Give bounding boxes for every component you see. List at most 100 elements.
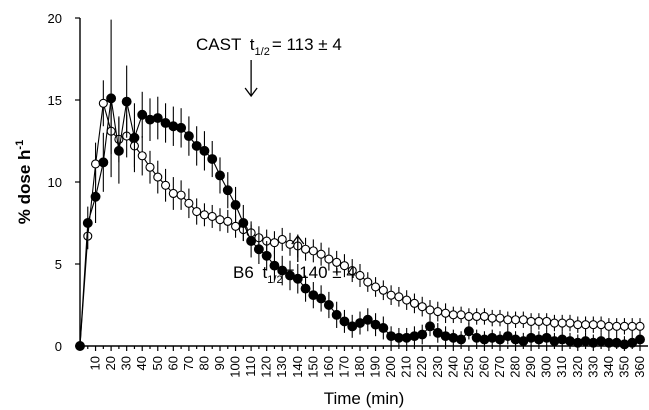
data-point [152,113,163,123]
series-filled [75,19,645,351]
data-point [604,321,614,331]
cast-annotation: CAST t1/2 = 113 ± 4 [196,35,342,58]
x-tick-label: 240 [445,356,460,378]
data-point [511,315,521,325]
data-point [215,170,225,181]
x-tick-label: 190 [368,356,383,378]
x-tick-label: 80 [196,356,211,370]
x-tick-label: 220 [414,356,429,378]
y-ticks: 0 5 10 15 20 [48,11,80,354]
data-point [285,239,295,249]
x-tick-label: 160 [321,356,336,378]
data-point [635,321,645,331]
data-point [215,215,225,225]
data-point [332,257,342,267]
x-tick-label: 230 [430,356,445,378]
data-point [394,292,404,302]
data-point [534,316,544,326]
y-axis-label: % dose h-1 [14,140,34,224]
data-point [183,131,194,142]
x-tick-label: 330 [585,356,600,378]
data-point [145,162,155,172]
data-point [409,298,419,308]
data-point [75,341,85,351]
y-tick-label: 5 [55,257,62,272]
data-point [192,206,202,217]
data-point [121,96,132,107]
data-point [300,283,311,294]
x-tick-label: 100 [228,356,243,378]
data-point [417,329,428,340]
x-tick-label: 320 [570,356,585,378]
data-point [355,270,365,281]
data-point [113,145,124,156]
y-tick-label: 10 [48,175,62,190]
data-point [324,254,334,264]
data-point [277,234,287,244]
data-point [495,313,505,323]
data-point [316,249,326,259]
x-tick-label: 250 [461,356,476,378]
data-point [612,321,622,331]
series-line-open [79,103,640,347]
x-tick-label: 40 [134,356,149,370]
data-point [308,246,318,256]
x-axis-label: Time (min) [324,389,405,408]
data-point [106,93,117,104]
x-tick-label: 50 [150,356,165,370]
data-point [339,316,350,327]
arrow-head [244,87,258,98]
data-point [635,334,645,345]
data-point [487,313,497,323]
x-tick-label: 180 [352,356,367,378]
data-point [479,311,489,322]
data-point [417,302,427,312]
data-point [526,316,536,326]
data-point [129,132,140,143]
data-point [191,140,202,151]
data-point [627,321,637,331]
data-point [292,273,303,284]
b6-arrow [291,234,305,262]
data-point [549,318,559,328]
x-tick-label: 260 [476,356,491,378]
data-point [316,293,327,304]
data-point [199,210,209,220]
data-point [98,98,108,108]
data-point [619,321,629,331]
x-tick-label: 70 [181,356,196,370]
data-point [222,185,233,196]
x-tick-label: 130 [274,356,289,378]
y-tick-label: 15 [48,93,62,108]
arrow-head [291,234,305,245]
x-tick-label: 20 [103,356,118,370]
data-point [269,238,279,248]
data-point [238,218,249,228]
data-point [301,244,311,254]
data-point [448,310,458,320]
data-point [207,211,217,221]
series-open [75,80,645,351]
data-point [223,216,233,226]
data-point [137,151,147,161]
x-tick-label: 280 [508,356,523,378]
data-point [331,309,342,320]
data-point [184,198,194,208]
data-point [199,145,210,156]
x-tick-label: 270 [492,356,507,378]
x-tick-label: 210 [399,356,414,378]
x-tick-label: 300 [539,356,554,378]
data-point [573,320,583,330]
x-tick-label: 140 [290,356,305,378]
data-point [230,200,241,210]
data-point [386,290,396,300]
data-point [518,315,528,325]
series-line-filled [79,98,641,347]
x-tick-label: 310 [554,356,569,378]
x-tick-label: 120 [259,356,274,378]
x-tick-label: 60 [165,356,180,370]
data-point [362,314,373,325]
data-point [323,300,334,310]
y-tick-label: 0 [55,339,62,354]
data-point [456,334,467,345]
